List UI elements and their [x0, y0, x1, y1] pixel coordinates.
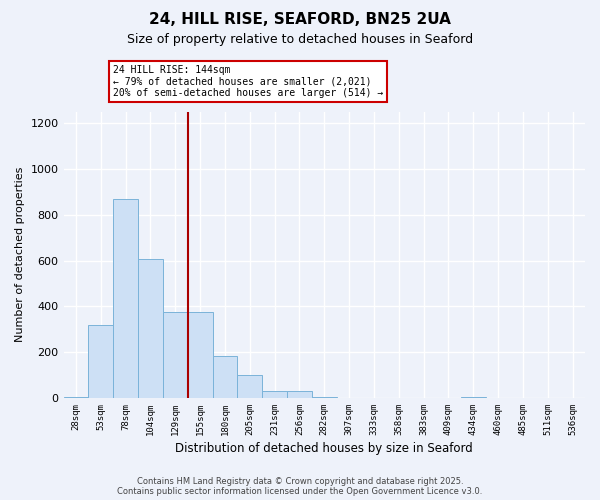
Text: Contains HM Land Registry data © Crown copyright and database right 2025.
Contai: Contains HM Land Registry data © Crown c… [118, 476, 482, 496]
Bar [138, 260, 163, 398]
Bar [312, 397, 337, 398]
Bar [461, 397, 485, 398]
Bar [212, 356, 238, 398]
Bar [188, 312, 212, 398]
Text: 24 HILL RISE: 144sqm
← 79% of detached houses are smaller (2,021)
20% of semi-de: 24 HILL RISE: 144sqm ← 79% of detached h… [113, 64, 383, 98]
Bar [113, 198, 138, 398]
Bar [163, 312, 188, 398]
Bar [287, 391, 312, 398]
Bar [88, 324, 113, 398]
X-axis label: Distribution of detached houses by size in Seaford: Distribution of detached houses by size … [175, 442, 473, 455]
Text: 24, HILL RISE, SEAFORD, BN25 2UA: 24, HILL RISE, SEAFORD, BN25 2UA [149, 12, 451, 28]
Bar [238, 375, 262, 398]
Text: Size of property relative to detached houses in Seaford: Size of property relative to detached ho… [127, 32, 473, 46]
Bar [262, 391, 287, 398]
Y-axis label: Number of detached properties: Number of detached properties [15, 167, 25, 342]
